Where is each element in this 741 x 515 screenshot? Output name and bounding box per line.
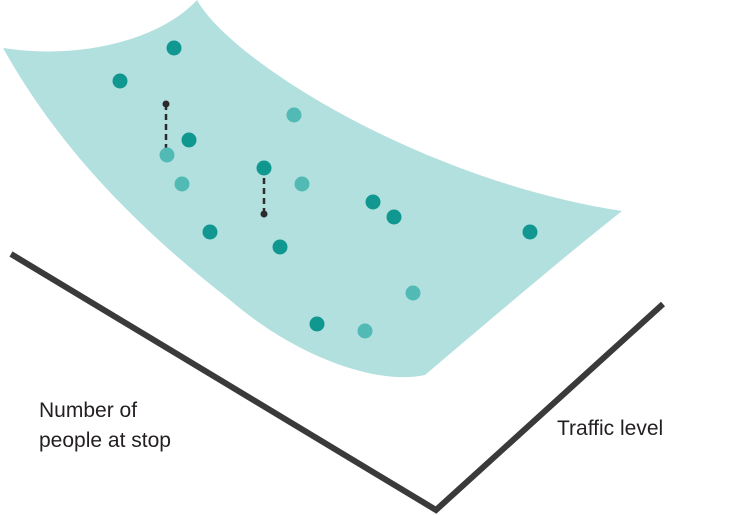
data-point-below: [174, 176, 190, 192]
axis-lines: [9, 251, 666, 514]
axis-label-people-line2: people at stop: [39, 429, 171, 452]
data-point-above: [522, 224, 538, 240]
points-above-surface: [112, 40, 538, 332]
data-point-below: [405, 285, 421, 301]
data-point-above: [112, 73, 128, 89]
axis-label-traffic: Traffic level: [557, 417, 664, 440]
data-point-below: [159, 147, 175, 163]
data-point-above: [365, 194, 381, 210]
axis-label-people: Number of people at stop: [39, 396, 239, 456]
data-point-above: [256, 160, 272, 176]
data-point-below: [294, 176, 310, 192]
data-point-below: [357, 323, 373, 339]
data-point-above: [272, 239, 288, 255]
data-point-above: [202, 224, 218, 240]
data-point-above: [166, 40, 182, 56]
residual-lines: [162, 100, 268, 218]
axis-label-people-line1: Number of: [39, 399, 138, 422]
points-below-surface: [159, 107, 421, 339]
residual-endpoint: [162, 100, 170, 108]
regression-surface: [3, 0, 622, 378]
data-point-below: [286, 107, 302, 123]
data-point-above: [309, 316, 325, 332]
data-point-above: [386, 209, 402, 225]
residual-endpoint: [260, 210, 268, 218]
data-point-above: [181, 132, 197, 148]
